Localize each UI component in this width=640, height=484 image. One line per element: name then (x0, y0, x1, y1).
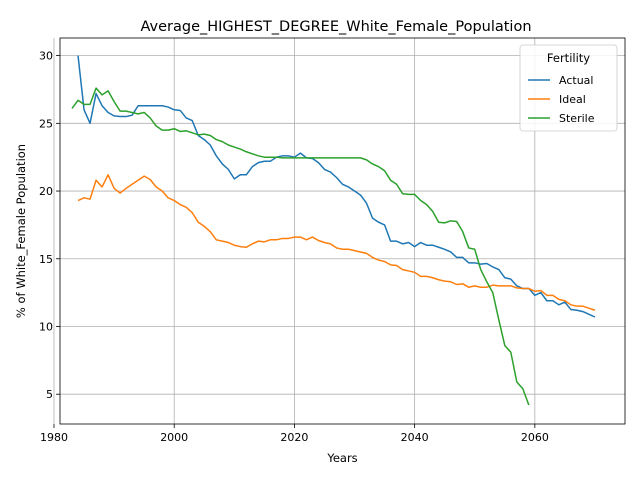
legend-title: Fertility (547, 51, 590, 65)
y-tick-label: 10 (39, 320, 53, 333)
x-tick-label: 2060 (521, 431, 549, 444)
y-axis-ticks: 5 10 15 20 25 30 (39, 50, 60, 401)
y-tick-label: 20 (39, 185, 53, 198)
y-tick-label: 30 (39, 50, 53, 63)
y-axis-label: % of White_Female Population (14, 144, 28, 318)
series-lines (71, 55, 596, 406)
x-tick-label: 2000 (160, 431, 188, 444)
legend-entries: Actual Ideal Sterile (528, 74, 595, 125)
x-axis-label: Years (326, 451, 357, 465)
x-axis-ticks: 1980 2000 2020 2040 2060 (40, 424, 549, 444)
y-tick-label: 15 (39, 253, 53, 266)
series-line-sterile (71, 87, 530, 406)
legend: Fertility Actual Ideal Sterile (519, 44, 618, 132)
plot-frame (59, 37, 626, 425)
legend-label-ideal: Ideal (559, 93, 586, 106)
legend-label-actual: Actual (559, 74, 593, 87)
x-tick-label: 2020 (280, 431, 308, 444)
chart-title: Average_HIGHEST_DEGREE_White_Female_Popu… (140, 19, 531, 35)
legend-box (519, 44, 618, 132)
y-tick-label: 5 (46, 388, 53, 401)
x-tick-label: 2040 (401, 431, 429, 444)
legend-label-sterile: Sterile (559, 112, 595, 125)
y-tick-label: 25 (39, 117, 53, 130)
series-line-ideal (77, 174, 596, 311)
series-line-actual (77, 55, 596, 318)
x-tick-label: 1980 (40, 431, 68, 444)
